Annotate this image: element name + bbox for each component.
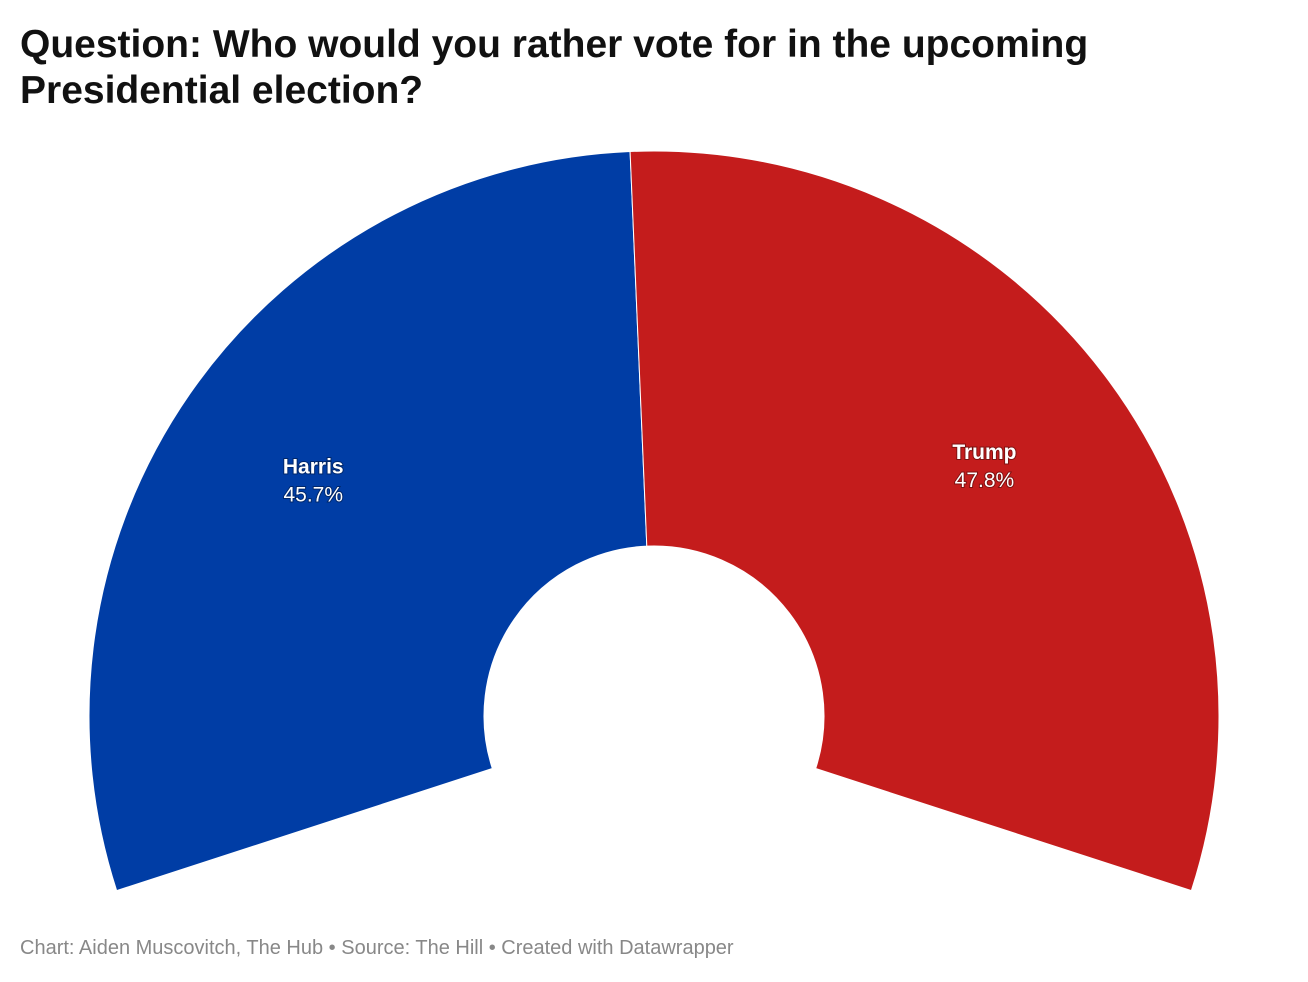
slice-trump bbox=[629, 150, 1220, 892]
slice-value-trump: 47.8% bbox=[955, 469, 1015, 492]
chart-footer: Chart: Aiden Muscovitch, The Hub • Sourc… bbox=[20, 937, 734, 959]
slice-value-harris: 45.7% bbox=[283, 483, 343, 506]
slice-label-trump: Trump bbox=[952, 441, 1016, 464]
slice-label-harris: Harris bbox=[283, 455, 344, 478]
chart-title: Question: Who would you rather vote for … bbox=[20, 23, 1089, 112]
slice-harris bbox=[88, 150, 648, 892]
